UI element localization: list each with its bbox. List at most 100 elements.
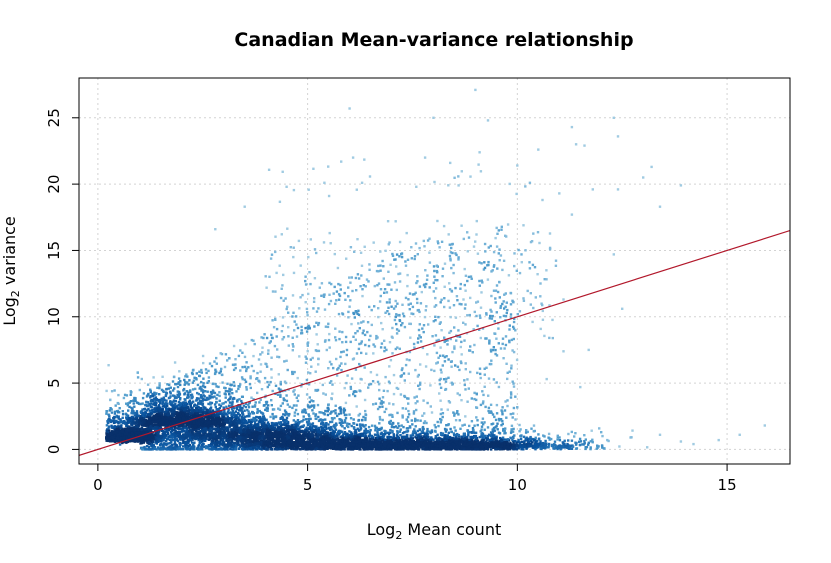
data-point [199, 407, 203, 410]
data-point [232, 416, 235, 419]
data-point [331, 392, 334, 395]
data-point [138, 420, 141, 423]
data-point [392, 403, 395, 406]
data-point [274, 422, 277, 425]
data-point [174, 399, 177, 403]
data-point [129, 393, 132, 396]
data-point [200, 417, 203, 420]
data-point [155, 420, 158, 423]
data-point [210, 415, 213, 418]
data-point [183, 430, 186, 433]
data-point [294, 408, 298, 412]
data-point [107, 426, 110, 430]
data-point [189, 422, 192, 426]
data-point [179, 424, 182, 428]
data-point [197, 415, 200, 418]
data-point [189, 412, 192, 415]
data-point [263, 416, 266, 420]
data-point [252, 418, 255, 421]
data-point [182, 433, 185, 436]
data-point [165, 404, 169, 408]
data-point [167, 387, 170, 390]
data-point [348, 422, 351, 426]
data-point [243, 409, 246, 412]
data-point [224, 434, 228, 437]
data-point [186, 393, 189, 397]
data-point [220, 419, 223, 422]
data-point [205, 396, 209, 400]
data-point [130, 391, 133, 394]
data-point [348, 433, 352, 437]
data-point [150, 402, 153, 405]
data-point [125, 440, 128, 444]
data-point [134, 437, 137, 440]
data-point [175, 421, 179, 424]
data-point [158, 406, 162, 409]
data-point [165, 399, 168, 402]
data-point [241, 418, 244, 421]
data-point [162, 398, 166, 401]
data-point [215, 397, 218, 400]
data-point [197, 392, 200, 396]
data-point [168, 434, 172, 438]
data-point [116, 409, 120, 413]
data-point [167, 416, 170, 419]
data-point [113, 412, 117, 415]
data-point [134, 411, 137, 415]
data-point [205, 411, 208, 414]
data-point [153, 401, 156, 404]
data-point [170, 419, 173, 423]
data-point [193, 416, 197, 419]
data-point [307, 421, 310, 425]
data-point [284, 413, 287, 417]
data-point [169, 400, 172, 404]
data-point [155, 401, 158, 405]
data-point [162, 404, 165, 408]
data-point [228, 425, 231, 428]
data-point [226, 413, 229, 416]
data-point [119, 419, 123, 422]
data-point [257, 416, 260, 419]
data-point [151, 400, 155, 403]
data-point [141, 438, 144, 441]
data-point [111, 437, 115, 440]
data-point [189, 390, 192, 394]
data-point [227, 408, 230, 411]
data-point [199, 385, 202, 389]
data-point [290, 427, 294, 430]
data-point [169, 416, 172, 419]
data-point [162, 429, 165, 433]
data-point [147, 437, 151, 440]
data-point [173, 419, 177, 422]
data-point [151, 392, 154, 396]
data-point [220, 434, 223, 437]
data-point [130, 415, 133, 419]
data-point [254, 401, 257, 404]
data-point [211, 433, 214, 436]
data-point [132, 402, 135, 405]
data-point [150, 417, 153, 420]
data-point [128, 405, 131, 409]
data-point [234, 410, 238, 413]
data-point [113, 410, 117, 413]
data-point [181, 416, 184, 419]
data-point [364, 409, 367, 413]
data-point [150, 406, 154, 409]
data-point [109, 432, 113, 435]
data-point [176, 418, 179, 421]
data-point [139, 402, 142, 406]
data-point [312, 424, 315, 428]
data-point [107, 421, 110, 424]
data-point [179, 436, 183, 439]
data-point [234, 414, 237, 417]
data-point [195, 417, 198, 421]
data-point [320, 422, 323, 425]
data-point [157, 410, 160, 414]
data-point [239, 419, 243, 423]
data-point [309, 424, 312, 427]
data-point [115, 427, 119, 431]
data-point [138, 388, 141, 392]
data-point [229, 411, 232, 414]
data-point [111, 430, 114, 433]
data-point [213, 372, 217, 376]
